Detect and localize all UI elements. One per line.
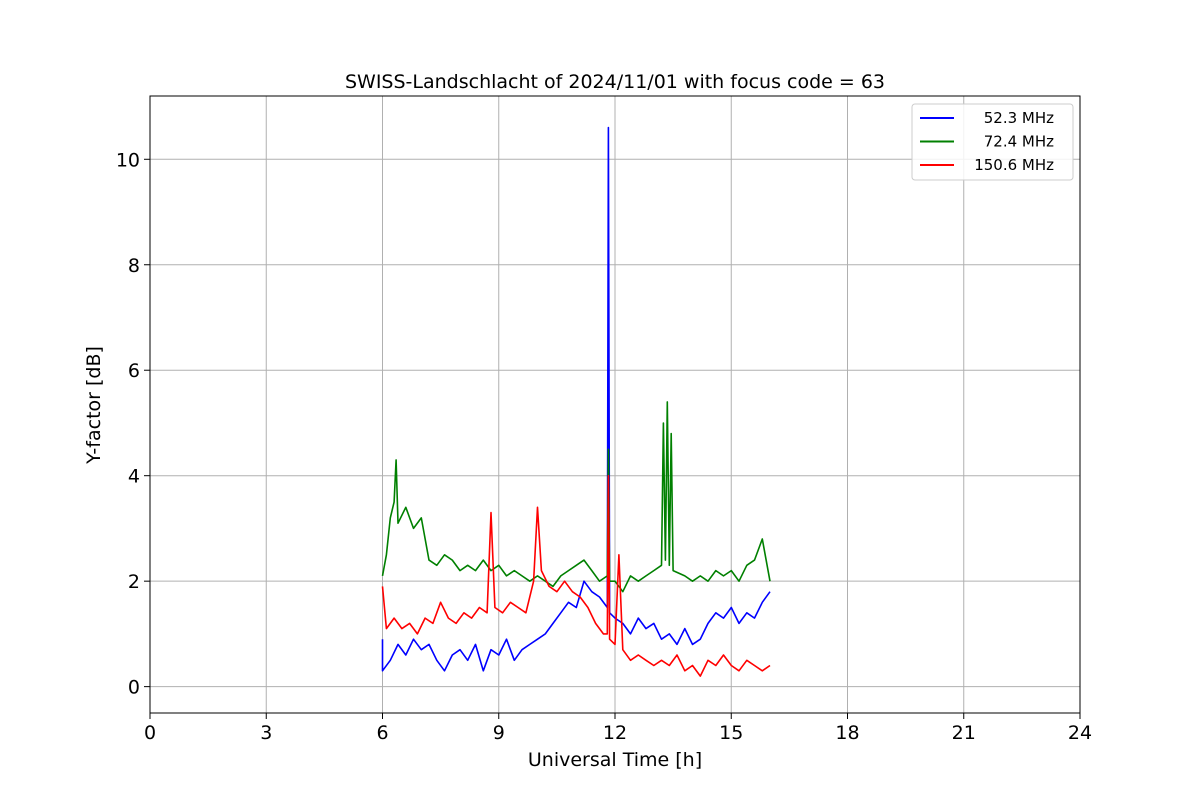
x-tick-label: 3 — [260, 722, 272, 744]
legend-box — [911, 103, 1074, 181]
y-axis-label: Y-factor [dB] — [83, 346, 105, 465]
x-axis-label: Universal Time [h] — [528, 749, 702, 771]
y-tick-label: 8 — [128, 255, 140, 277]
y-tick-label: 2 — [128, 571, 140, 593]
series-line-2 — [381, 474, 771, 677]
x-tick-label: 24 — [1068, 722, 1092, 744]
x-tick-label: 18 — [835, 722, 859, 744]
series-group — [381, 126, 771, 677]
x-tick-label: 15 — [719, 722, 743, 744]
y-tick-label: 0 — [128, 677, 140, 699]
grid — [149, 96, 1081, 713]
chart-title: SWISS-Landschlacht of 2024/11/01 with fo… — [345, 71, 885, 93]
series-line-1 — [381, 401, 771, 593]
x-tick-label: 0 — [144, 722, 156, 744]
y-tick-label: 6 — [128, 360, 140, 382]
x-tick-label: 21 — [952, 722, 976, 744]
y-tick-label: 10 — [116, 149, 140, 171]
x-tick-label: 12 — [603, 722, 627, 744]
legend-label-0: 52.3 MHz — [984, 109, 1054, 127]
legend-label-2: 150.6 MHz — [974, 156, 1054, 174]
y-tick-label: 4 — [128, 466, 140, 488]
x-tick-label: 9 — [493, 722, 505, 744]
x-tick-label: 6 — [376, 722, 388, 744]
legend: 52.3 MHz 72.4 MHz 150.6 MHz — [911, 103, 1074, 181]
series-line-0 — [381, 126, 771, 672]
legend-label-1: 72.4 MHz — [984, 133, 1054, 151]
